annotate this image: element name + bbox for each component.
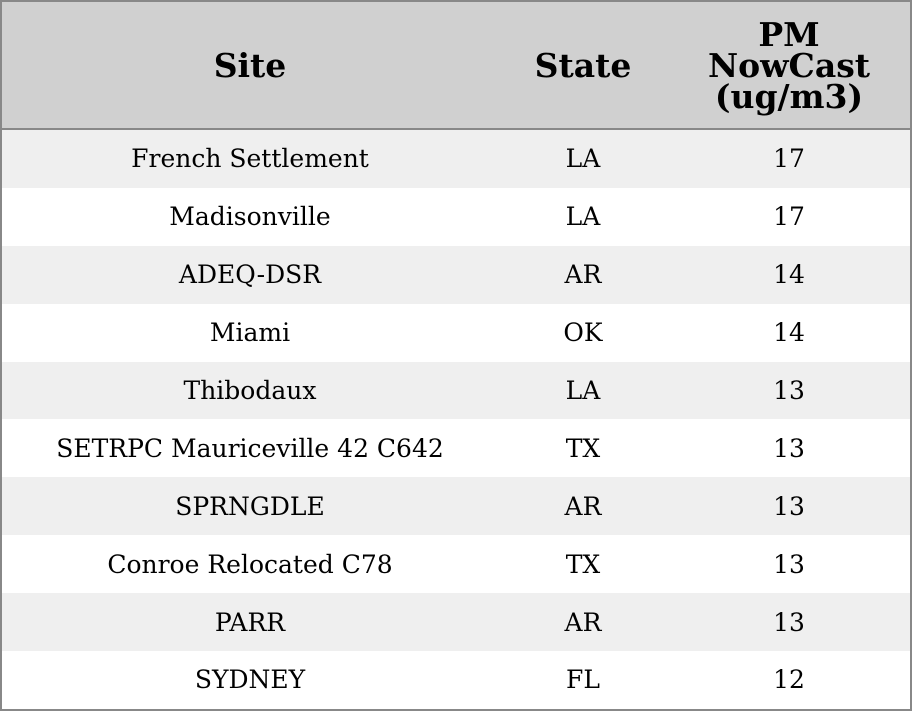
cell-site: SPRNGDLE [175,491,325,521]
cell-site: ADEQ-DSR [178,260,322,290]
table-row: Conroe Relocated C78 TX 13 [2,535,910,594]
table-row: ADEQ-DSR AR 14 [2,245,910,304]
header-pm-line-3: (ug/m3) [714,76,864,116]
table-row: Miami OK 14 [2,303,910,362]
cell-pm: 12 [773,665,805,695]
cell-state: OK [563,318,603,348]
cell-site: French Settlement [131,144,369,174]
cell-pm: 13 [773,549,805,579]
table-body: French Settlement LA 17 Madisonville LA … [2,130,910,709]
cell-site: PARR [214,607,286,637]
cell-state: TX [565,549,601,579]
cell-state: LA [565,144,601,174]
cell-pm: 17 [773,202,805,232]
header-site: Site [213,45,287,85]
cell-site: SETRPC Mauriceville 42 C642 [56,433,444,463]
cell-state: AR [564,607,602,637]
table-row: French Settlement LA 17 [2,130,910,188]
cell-state: LA [565,376,601,405]
cell-pm: 13 [773,433,805,463]
cell-site: Thibodaux [183,376,317,405]
table-header-row: Site State PM NowCast (ug/m3) [2,2,910,130]
header-pm-line-1: PM [758,14,820,54]
cell-pm: 13 [773,607,805,637]
cell-pm: 13 [773,491,805,521]
table-row: SPRNGDLE AR 13 [2,477,910,536]
cell-pm: 14 [773,318,805,348]
cell-pm: 14 [773,260,805,290]
header-state: State [534,45,632,85]
table-row: PARR AR 13 [2,593,910,652]
cell-site: Miami [209,318,291,348]
cell-pm: 13 [773,376,805,405]
cell-pm: 17 [773,144,805,174]
cell-site: Conroe Relocated C78 [107,549,393,579]
table-row: Madisonville LA 17 [2,187,910,246]
cell-site: SYDNEY [194,665,306,695]
cell-state: TX [565,433,601,463]
header-pm-line-2: NowCast [707,45,871,85]
table-row: SETRPC Mauriceville 42 C642 TX 13 [2,419,910,478]
cell-state: AR [564,491,602,521]
table-row: SYDNEY FL 12 [2,651,910,709]
cell-state: LA [565,202,601,232]
cell-site: Madisonville [169,202,331,232]
table-row: Thibodaux LA 13 [2,361,910,420]
cell-state: FL [566,665,600,695]
header-pm-nowcast: PM NowCast (ug/m3) [668,2,910,128]
cell-state: AR [564,260,602,290]
